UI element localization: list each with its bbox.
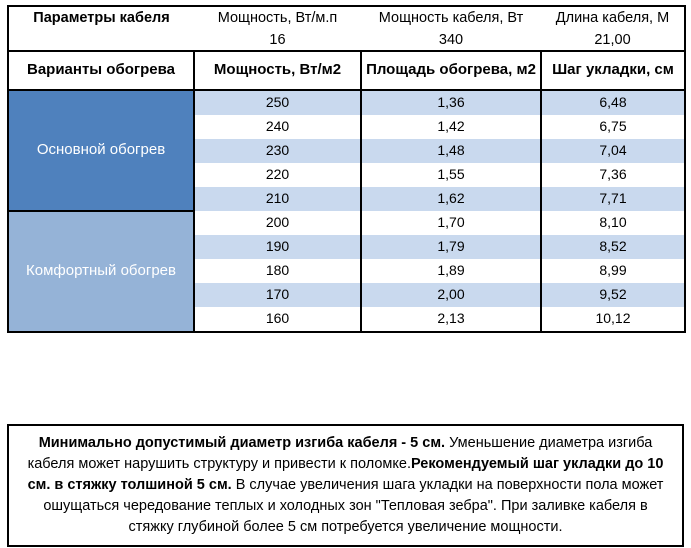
cell-area: 1,42 xyxy=(360,115,542,139)
cell-area: 1,89 xyxy=(360,259,542,283)
section-label-comfort-heating: Комфортный обогрев xyxy=(7,210,195,333)
param-label-power-per-m: Мощность, Вт/м.п xyxy=(217,10,338,27)
param-label-cable-length: Длина кабеля, М xyxy=(555,10,670,27)
table-row: 230 1,48 7,04 xyxy=(8,139,686,163)
cell-power: 230 xyxy=(193,139,362,163)
note-segment: Уменьшение диаметра изгиба кабеля может … xyxy=(27,435,653,472)
empty-cell xyxy=(8,30,194,52)
cell-area: 1,36 xyxy=(360,90,542,115)
cell-spacing: 6,75 xyxy=(540,115,686,139)
cell-power: 160 xyxy=(193,307,362,332)
cell-power: 220 xyxy=(193,163,362,187)
cell-area: 1,79 xyxy=(360,235,542,259)
table-row: 170 2,00 9,52 xyxy=(8,283,686,307)
param-value-cable-power: 340 xyxy=(361,30,541,52)
note-segment: В случае увеличения шага укладки на пове… xyxy=(43,477,664,535)
cell-area: 1,62 xyxy=(360,187,542,211)
cable-table-sheet: Параметры кабеля Мощность, Вт/м.п Мощнос… xyxy=(7,5,686,333)
cell-spacing: 10,12 xyxy=(540,307,686,332)
cell-area: 1,48 xyxy=(360,139,542,163)
table-row: 220 1,55 7,36 xyxy=(8,163,686,187)
param-label-cable-power: Мощность кабеля, Вт xyxy=(378,10,524,27)
cell-power: 210 xyxy=(193,187,362,211)
column-header-row: Варианты обогрева Мощность, Вт/м2 Площад… xyxy=(7,50,686,91)
cell-spacing: 8,99 xyxy=(540,259,686,283)
cell-power: 200 xyxy=(193,211,362,235)
cell-spacing: 8,52 xyxy=(540,235,686,259)
cell-power: 180 xyxy=(193,259,362,283)
table-row: 240 1,42 6,75 xyxy=(8,115,686,139)
table-row: Комфортный обогрев 200 1,70 8,10 xyxy=(7,210,686,333)
table-row: 190 1,79 8,52 xyxy=(8,235,686,259)
cell-area: 1,55 xyxy=(360,163,542,187)
cell-area: 2,00 xyxy=(360,283,542,307)
cell-area: 2,13 xyxy=(360,307,542,332)
cell-power: 190 xyxy=(193,235,362,259)
installation-note: Минимально допустимый диаметр изгиба каб… xyxy=(7,424,684,547)
table-row: 180 1,89 8,99 xyxy=(8,259,686,283)
param-value-cable-length: 21,00 xyxy=(541,30,685,52)
params-label-row: Параметры кабеля Мощность, Вт/м.п Мощнос… xyxy=(8,6,685,30)
table-row: 160 2,13 10,12 xyxy=(8,307,686,332)
cell-area: 1,70 xyxy=(360,211,542,235)
cell-spacing: 7,04 xyxy=(540,139,686,163)
header-spacing: Шаг укладки, см xyxy=(540,50,686,91)
header-power: Мощность, Вт/м2 xyxy=(193,50,362,91)
note-segment-bold: Рекомендуемый шаг укладки до 10 см. в ст… xyxy=(27,456,664,493)
cell-spacing: 9,52 xyxy=(540,283,686,307)
params-title: Параметры кабеля xyxy=(33,10,170,27)
header-variants: Варианты обогрева xyxy=(7,50,195,91)
section-label-main-heating: Основной обогрев xyxy=(7,89,195,212)
cell-spacing: 7,36 xyxy=(540,163,686,187)
cell-power: 170 xyxy=(193,283,362,307)
cell-power: 250 xyxy=(193,90,362,115)
cell-power: 240 xyxy=(193,115,362,139)
params-value-row: 16 340 21,00 xyxy=(8,30,685,52)
param-value-power-per-m: 16 xyxy=(194,30,361,52)
cell-spacing: 6,48 xyxy=(540,90,686,115)
header-area: Площадь обогрева, м2 xyxy=(360,50,542,91)
cell-spacing: 7,71 xyxy=(540,187,686,211)
table-row: Основной обогрев 250 1,36 6,48 xyxy=(7,89,686,212)
table-row: 210 1,62 7,71 xyxy=(8,187,686,211)
cable-parameters-table: Параметры кабеля Мощность, Вт/м.п Мощнос… xyxy=(7,5,686,333)
cell-spacing: 8,10 xyxy=(540,211,686,235)
note-segment-bold: Минимально допустимый диаметр изгиба каб… xyxy=(38,435,446,451)
